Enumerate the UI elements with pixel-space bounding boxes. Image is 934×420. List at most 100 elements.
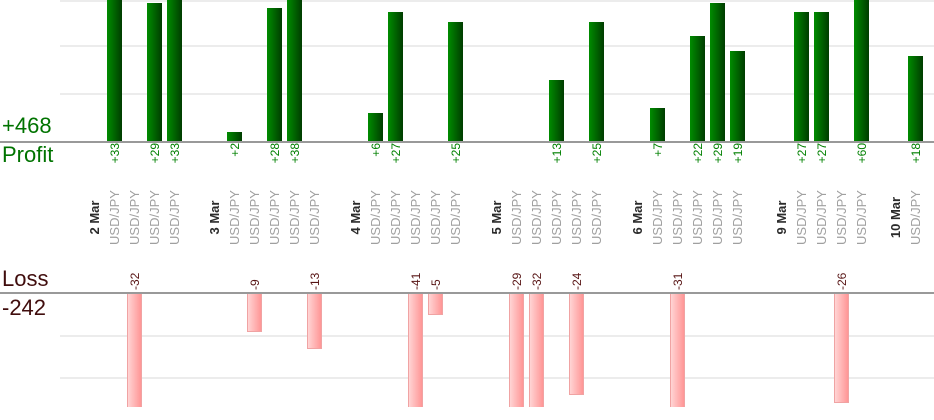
symbol-label: USD/JPY xyxy=(854,190,869,245)
symbol-label: USD/JPY xyxy=(509,190,524,245)
date-label: 10 Mar xyxy=(888,196,903,239)
trade-loss-label: -31 xyxy=(671,272,685,290)
trade-profit-label: +29 xyxy=(711,143,725,164)
profit-bar[interactable] xyxy=(448,22,463,142)
trade-loss-label: -5 xyxy=(429,279,443,290)
loss-axis-label: Loss xyxy=(2,266,49,291)
profit-bar[interactable] xyxy=(388,12,403,142)
trade-profit-label: +25 xyxy=(590,143,604,164)
trade-profit-label: +33 xyxy=(108,143,122,164)
symbol-label: USD/JPY xyxy=(690,190,705,245)
trade-loss-label: -41 xyxy=(409,272,423,290)
profit-axis-line xyxy=(0,141,934,143)
symbol-label: USD/JPY xyxy=(287,190,302,245)
profit-bar[interactable] xyxy=(854,0,869,142)
symbol-label: USD/JPY xyxy=(448,190,463,245)
trade-profit-label: +6 xyxy=(369,143,383,157)
symbol-label: USD/JPY xyxy=(549,190,564,245)
symbol-label: USD/JPY xyxy=(267,190,282,245)
symbol-label: USD/JPY xyxy=(388,190,403,245)
loss-bar[interactable] xyxy=(408,294,423,407)
date-label: 5 Mar xyxy=(489,200,504,235)
trade-loss-label: -32 xyxy=(128,272,142,290)
gridline xyxy=(60,45,934,47)
profit-bar[interactable] xyxy=(107,0,122,142)
date-label: 9 Mar xyxy=(774,200,789,235)
profit-bar[interactable] xyxy=(147,3,162,142)
symbol-label: USD/JPY xyxy=(730,190,745,245)
symbol-label: USD/JPY xyxy=(307,190,322,245)
symbol-label: USD/JPY xyxy=(408,190,423,245)
profit-bar[interactable] xyxy=(730,51,745,142)
loss-bar[interactable] xyxy=(127,294,142,407)
profit-bar[interactable] xyxy=(287,0,302,142)
profit-bar[interactable] xyxy=(814,12,829,142)
profit-bar[interactable] xyxy=(690,36,705,142)
trade-profit-label: +33 xyxy=(168,143,182,164)
profit-axis-label: Profit xyxy=(2,142,54,167)
trade-profit-label: +27 xyxy=(815,143,829,164)
symbol-label: USD/JPY xyxy=(147,190,162,245)
symbol-label: USD/JPY xyxy=(167,190,182,245)
profit-bar[interactable] xyxy=(794,12,809,142)
trade-profit-label: +27 xyxy=(795,143,809,164)
loss-axis-line xyxy=(0,292,934,294)
loss-bar[interactable] xyxy=(307,294,322,349)
profit-bar[interactable] xyxy=(650,108,665,142)
loss-total: -242 xyxy=(2,295,47,320)
loss-bar[interactable] xyxy=(247,294,262,332)
trade-profit-label: +29 xyxy=(148,143,162,164)
trade-profit-label: +19 xyxy=(731,143,745,164)
loss-bar[interactable] xyxy=(670,294,685,407)
date-label: 3 Mar xyxy=(207,200,222,235)
loss-bar[interactable] xyxy=(569,294,584,395)
trade-profit-label: +18 xyxy=(909,143,923,164)
loss-bar[interactable] xyxy=(509,294,524,407)
symbol-label: USD/JPY xyxy=(247,190,262,245)
trade-loss-label: -29 xyxy=(510,272,524,290)
profit-bar[interactable] xyxy=(267,8,282,142)
symbol-label: USD/JPY xyxy=(589,190,604,245)
gridline xyxy=(60,0,934,2)
symbol-label: USD/JPY xyxy=(670,190,685,245)
profit-bar[interactable] xyxy=(227,132,242,142)
symbol-label: USD/JPY xyxy=(107,190,122,245)
profit-bar[interactable] xyxy=(368,113,383,142)
symbol-label: USD/JPY xyxy=(710,190,725,245)
gridline xyxy=(60,377,934,379)
profit-bar[interactable] xyxy=(589,22,604,142)
loss-bar[interactable] xyxy=(529,294,544,407)
symbol-label: USD/JPY xyxy=(227,190,242,245)
profit-bar[interactable] xyxy=(710,3,725,142)
loss-chart-area xyxy=(0,294,934,407)
trade-profit-label: +22 xyxy=(691,143,705,164)
symbol-label: USD/JPY xyxy=(529,190,544,245)
symbol-label: USD/JPY xyxy=(428,190,443,245)
trade-loss-label: -24 xyxy=(570,272,584,290)
trade-loss-label: -32 xyxy=(530,272,544,290)
profit-bar[interactable] xyxy=(908,56,923,142)
loss-bar[interactable] xyxy=(834,294,849,403)
symbol-label: USD/JPY xyxy=(908,190,923,245)
loss-bar[interactable] xyxy=(428,294,443,315)
trade-profit-label: +60 xyxy=(855,143,869,164)
trade-profit-label: +7 xyxy=(651,143,665,157)
symbol-label: USD/JPY xyxy=(650,190,665,245)
gridline xyxy=(60,335,934,337)
symbol-label: USD/JPY xyxy=(834,190,849,245)
symbol-label: USD/JPY xyxy=(794,190,809,245)
date-label: 4 Mar xyxy=(348,200,363,235)
profit-bar[interactable] xyxy=(167,0,182,142)
symbol-label: USD/JPY xyxy=(368,190,383,245)
date-label: 2 Mar xyxy=(87,200,102,235)
date-label: 6 Mar xyxy=(630,200,645,235)
gridline xyxy=(60,93,934,95)
trade-profit-label: +28 xyxy=(268,143,282,164)
trade-loss-label: -9 xyxy=(248,279,262,290)
profit-chart-area xyxy=(0,0,934,142)
symbol-label: USD/JPY xyxy=(127,190,142,245)
trade-loss-label: -26 xyxy=(835,272,849,290)
trade-loss-label: -13 xyxy=(308,272,322,290)
profit-bar[interactable] xyxy=(549,80,564,142)
